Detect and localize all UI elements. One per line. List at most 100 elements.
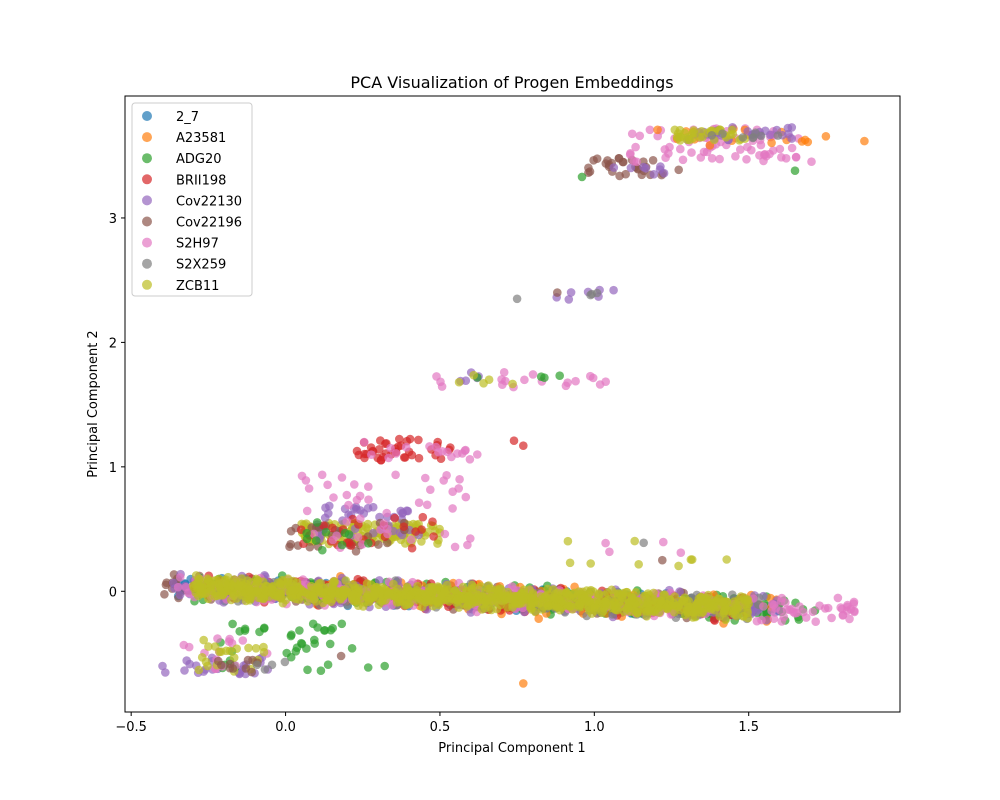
data-point — [184, 642, 194, 652]
data-point — [257, 594, 266, 603]
data-point — [246, 594, 255, 603]
data-point — [775, 144, 785, 154]
data-point — [461, 376, 471, 386]
data-point — [422, 500, 432, 510]
legend-label: ADG20 — [176, 152, 222, 167]
data-point — [603, 588, 612, 597]
data-point — [719, 608, 728, 618]
y-tick-label: 2 — [109, 336, 117, 351]
data-point — [656, 596, 666, 605]
data-point — [328, 523, 337, 533]
data-point — [707, 131, 717, 140]
data-point — [833, 593, 843, 603]
data-point — [363, 663, 373, 672]
legend-label: BRII198 — [176, 173, 226, 188]
data-point — [351, 547, 361, 556]
data-point — [316, 666, 326, 675]
data-point — [232, 594, 242, 603]
data-point — [731, 610, 740, 620]
data-point — [437, 382, 447, 391]
data-point — [395, 434, 404, 444]
data-point — [543, 598, 552, 608]
data-point — [658, 555, 667, 565]
y-tick-label: 1 — [109, 461, 117, 476]
data-point — [659, 537, 668, 547]
data-point — [311, 536, 321, 545]
data-point — [845, 614, 854, 624]
data-point — [302, 506, 312, 516]
data-point — [807, 157, 816, 166]
data-point — [326, 597, 336, 607]
data-point — [221, 579, 230, 588]
data-point — [481, 597, 490, 607]
data-point — [245, 585, 254, 594]
data-point — [674, 165, 683, 175]
data-point — [728, 590, 737, 599]
data-point — [609, 285, 618, 295]
data-point — [295, 626, 304, 635]
data-point — [713, 602, 722, 611]
legend-frame — [131, 102, 253, 297]
data-point — [659, 168, 669, 178]
data-point — [790, 166, 800, 175]
data-point — [329, 577, 338, 587]
data-point — [676, 548, 686, 557]
data-point — [216, 647, 226, 656]
x-tick-label: 1.0 — [584, 720, 605, 735]
data-point — [434, 447, 443, 457]
data-point — [296, 592, 306, 601]
data-point — [390, 513, 400, 523]
data-point — [260, 665, 270, 674]
data-point — [860, 136, 869, 146]
data-point — [375, 576, 384, 585]
data-point — [768, 146, 778, 155]
data-point — [323, 660, 333, 669]
data-point — [676, 144, 685, 154]
data-point — [229, 582, 239, 592]
legend: 2_7 A23581 ADG20 BRII198 Cov22130 Cov22196 S2H… — [131, 102, 253, 297]
data-point — [244, 643, 253, 653]
data-point — [553, 288, 562, 297]
data-point — [707, 154, 717, 163]
legend-label: Cov22196 — [176, 216, 242, 231]
data-point — [384, 589, 394, 598]
data-point — [496, 600, 505, 610]
data-point — [601, 538, 610, 548]
data-point — [374, 600, 384, 610]
data-point — [489, 598, 499, 607]
data-point — [614, 154, 624, 163]
data-point — [564, 295, 574, 304]
data-point — [305, 542, 315, 552]
data-point — [466, 534, 475, 543]
data-point — [686, 555, 696, 564]
data-point — [224, 637, 234, 646]
data-point — [660, 145, 670, 154]
data-point — [687, 148, 696, 157]
data-point — [426, 485, 435, 495]
data-point — [588, 373, 598, 383]
data-point — [506, 594, 515, 604]
legend-label: ZCB11 — [176, 279, 219, 294]
data-point — [520, 375, 529, 385]
data-point — [648, 156, 658, 165]
y-tick-label: 3 — [109, 212, 117, 227]
data-point — [757, 615, 766, 625]
legend-label: Cov22130 — [176, 194, 242, 209]
data-point — [350, 480, 359, 489]
data-point — [386, 443, 395, 453]
data-point — [235, 627, 244, 636]
data-point — [550, 593, 560, 603]
data-point — [683, 602, 693, 612]
data-point — [566, 602, 575, 611]
data-point — [349, 589, 358, 599]
data-point — [397, 597, 407, 606]
data-point — [158, 661, 167, 671]
data-point — [625, 150, 635, 159]
data-point — [743, 608, 752, 618]
data-point — [742, 155, 751, 164]
data-point — [421, 473, 430, 483]
data-point — [634, 560, 643, 569]
data-point — [279, 581, 289, 590]
data-point — [398, 509, 407, 518]
data-point — [369, 590, 379, 599]
